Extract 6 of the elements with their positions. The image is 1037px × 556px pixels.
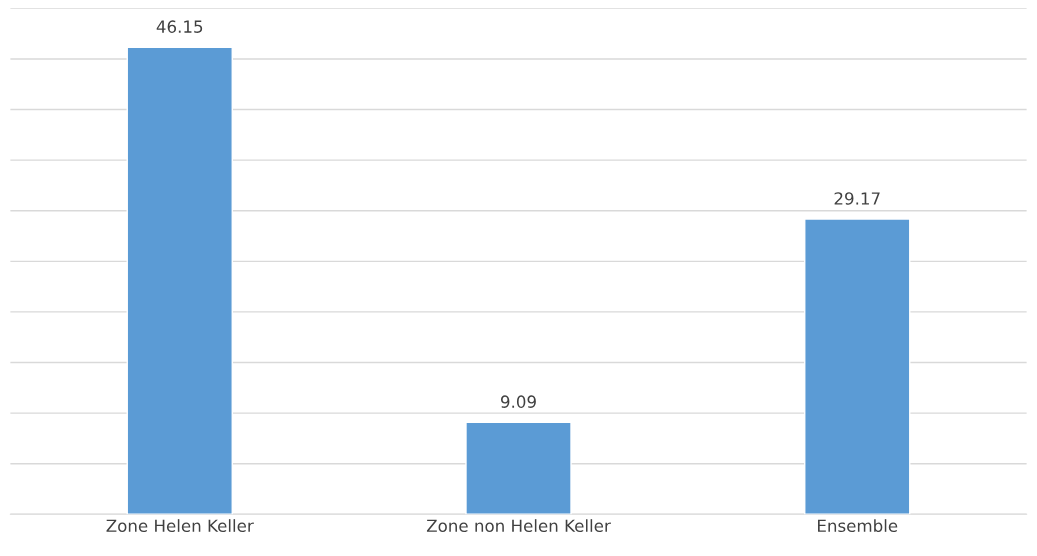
x-tick-label: Zone Helen Keller xyxy=(106,519,254,533)
data-label: 29.17 xyxy=(834,192,880,205)
data-label: 46.15 xyxy=(156,20,203,33)
x-tick-label: Ensemble xyxy=(818,519,898,533)
data-label: 9.09 xyxy=(500,395,536,408)
x-tick-label: Zone non Helen Keller xyxy=(426,519,611,533)
